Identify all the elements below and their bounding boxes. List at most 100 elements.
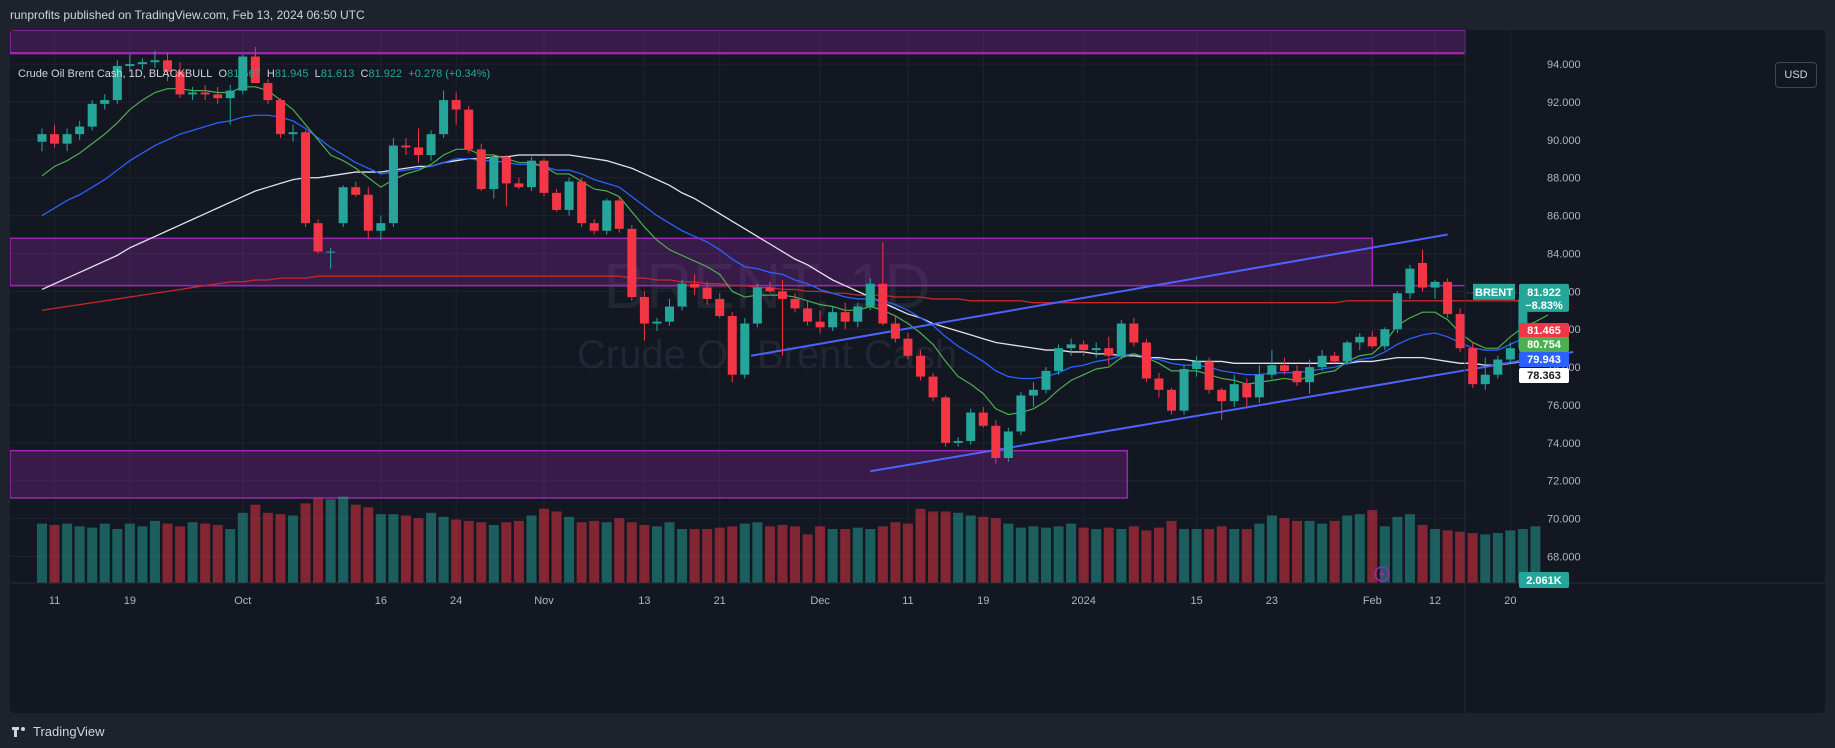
candle-body bbox=[1317, 355, 1327, 368]
volume-bar bbox=[1116, 529, 1127, 583]
volume-bar bbox=[74, 526, 85, 583]
volume-bar bbox=[626, 522, 637, 583]
volume-tag bbox=[1519, 572, 1569, 588]
volume-bar bbox=[1317, 523, 1328, 583]
volume-bar bbox=[212, 524, 223, 583]
volume-bar bbox=[815, 526, 826, 583]
volume-bar bbox=[589, 520, 600, 583]
legend-high-label: H bbox=[266, 68, 275, 80]
candle-body bbox=[627, 228, 637, 298]
volume-bar bbox=[1379, 526, 1390, 583]
time-tick-label: 24 bbox=[450, 595, 462, 607]
volume-bar bbox=[639, 524, 650, 583]
volume-bar bbox=[890, 522, 901, 583]
volume-bar bbox=[840, 529, 851, 583]
volume-bar bbox=[739, 523, 750, 583]
volume-bar bbox=[614, 518, 625, 583]
candle-body bbox=[112, 65, 122, 101]
volume-bar bbox=[1505, 530, 1516, 583]
volume-bar bbox=[488, 524, 499, 583]
candle-body bbox=[1016, 395, 1026, 432]
volume-bar bbox=[451, 519, 462, 583]
volume-bar bbox=[1015, 527, 1026, 583]
candle-body bbox=[376, 223, 386, 231]
candle-body bbox=[765, 287, 775, 292]
currency-button[interactable]: USD bbox=[1775, 62, 1817, 88]
volume-bar bbox=[325, 499, 336, 583]
volume-bar bbox=[313, 497, 324, 583]
candle-body bbox=[991, 425, 1001, 459]
volume-bar bbox=[1003, 523, 1014, 583]
candle-body bbox=[815, 321, 825, 328]
supply-zone bbox=[10, 237, 1374, 287]
volume-bar bbox=[200, 523, 211, 583]
candle-body bbox=[614, 200, 624, 229]
candle-body bbox=[539, 160, 549, 193]
volume-bar bbox=[1216, 526, 1227, 583]
volume-bar bbox=[1417, 524, 1428, 583]
candle-body bbox=[665, 306, 674, 322]
candle-body bbox=[526, 160, 536, 188]
candle-body bbox=[225, 90, 235, 99]
volume-bar bbox=[865, 529, 876, 583]
candle-body bbox=[978, 412, 988, 426]
candle-body bbox=[1418, 262, 1427, 288]
candle-body bbox=[175, 71, 185, 95]
candle-body bbox=[577, 181, 587, 224]
candle-body bbox=[313, 223, 323, 252]
legend-low-value: 81.613 bbox=[320, 68, 355, 80]
candle-body bbox=[200, 92, 210, 95]
volume-bar bbox=[915, 508, 926, 583]
volume-bar bbox=[225, 529, 236, 583]
volume-bar bbox=[99, 523, 110, 583]
volume-bar bbox=[1179, 529, 1190, 583]
volume-tag-text: 2.061K bbox=[1526, 575, 1562, 587]
volume-bar bbox=[1254, 523, 1265, 583]
volume-bar bbox=[1430, 529, 1441, 583]
chart-pane[interactable]: BRENT, 1D Crude Oil Brent Cash 94.000 92.00… bbox=[10, 30, 1825, 713]
indicator-price-tag-text: 80.754 bbox=[1527, 339, 1562, 351]
volume-bar bbox=[501, 522, 512, 583]
indicator-price-tag bbox=[1519, 368, 1569, 383]
candle-body bbox=[639, 297, 649, 324]
volume-bar bbox=[1229, 529, 1240, 583]
volume-bar bbox=[1241, 529, 1252, 583]
candle-body bbox=[1355, 336, 1365, 343]
time-tick-label: Feb bbox=[1363, 595, 1382, 607]
candle-body bbox=[250, 56, 260, 84]
candle-body bbox=[1003, 431, 1013, 459]
candle-body bbox=[414, 147, 423, 155]
candle-body bbox=[928, 376, 938, 398]
candle-body bbox=[338, 187, 348, 224]
volume-bar bbox=[1455, 531, 1466, 583]
legend-open-label: O bbox=[218, 68, 228, 80]
volume-bar bbox=[1329, 520, 1340, 583]
candle-body bbox=[890, 323, 900, 339]
candle-body bbox=[878, 283, 888, 324]
footer-bar: TradingView bbox=[0, 713, 1835, 748]
tradingview-brand[interactable]: TradingView bbox=[12, 724, 105, 739]
price-tick-label: 86.000 bbox=[1547, 211, 1581, 223]
price-tick-label: 90.000 bbox=[1547, 135, 1581, 147]
publisher-bar: runprofits published on TradingView.com,… bbox=[0, 0, 1835, 30]
candle-body bbox=[1305, 367, 1315, 383]
candle-body bbox=[790, 298, 800, 309]
volume-bar bbox=[928, 511, 939, 583]
candle-body bbox=[351, 187, 361, 195]
price-tick-label: 70.000 bbox=[1547, 514, 1581, 526]
volume-bar bbox=[677, 529, 688, 583]
candle-body bbox=[1430, 281, 1440, 288]
volume-bar bbox=[1404, 514, 1415, 583]
candle-body bbox=[213, 94, 223, 99]
candle-body bbox=[1468, 348, 1478, 385]
candle-body bbox=[690, 283, 700, 288]
candle-body bbox=[326, 251, 336, 253]
candle-body bbox=[87, 103, 97, 127]
supply-zone bbox=[10, 449, 1129, 499]
legend-low-label: L bbox=[314, 68, 321, 80]
candle-body bbox=[828, 312, 838, 328]
candle-body bbox=[1455, 314, 1465, 349]
time-tick-label: 12 bbox=[1429, 595, 1441, 607]
volume-bar bbox=[1078, 527, 1089, 583]
